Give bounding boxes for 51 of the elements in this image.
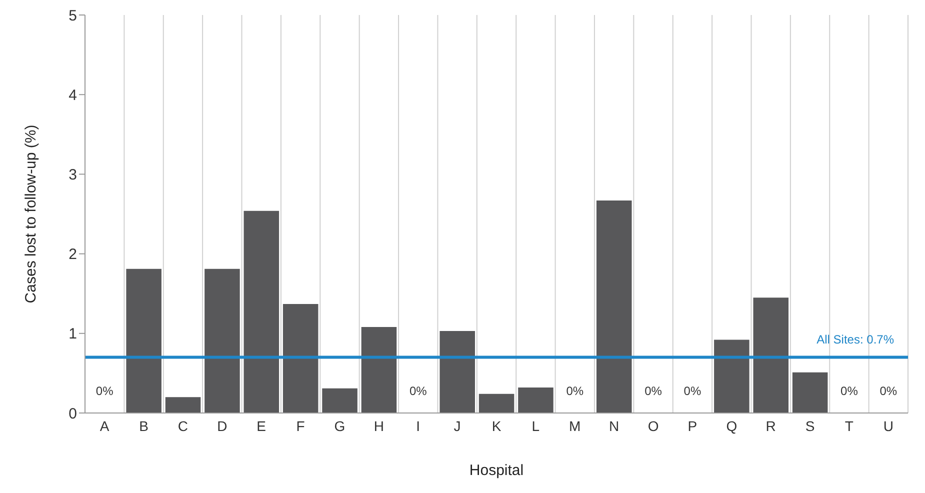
x-tick-label: D bbox=[217, 418, 228, 434]
bar bbox=[126, 268, 162, 413]
x-tick-label: L bbox=[532, 418, 540, 434]
data-label: 0% bbox=[96, 384, 114, 398]
x-tick-label: J bbox=[454, 418, 461, 434]
x-tick-label: I bbox=[416, 418, 420, 434]
x-axis-title: Hospital bbox=[469, 462, 524, 479]
bar bbox=[714, 340, 750, 413]
x-tick-label: N bbox=[609, 418, 620, 434]
x-tick-label: C bbox=[178, 418, 188, 434]
x-tick-label: O bbox=[648, 418, 659, 434]
x-tick-label: A bbox=[100, 418, 110, 434]
bar bbox=[478, 394, 514, 413]
bar bbox=[792, 372, 828, 413]
x-tick-label: G bbox=[334, 418, 346, 434]
y-tick-label: 4 bbox=[68, 86, 77, 104]
data-label: 0% bbox=[840, 384, 858, 398]
x-tick-label: M bbox=[569, 418, 581, 434]
x-tick-label: P bbox=[688, 418, 698, 434]
data-label: 0% bbox=[409, 384, 428, 398]
y-tick-label: 5 bbox=[68, 7, 77, 24]
bar bbox=[322, 388, 358, 413]
x-tick-label: H bbox=[374, 418, 384, 434]
bar bbox=[440, 331, 475, 413]
ref-line-label: All Sites: 0.7% bbox=[816, 332, 894, 346]
y-tick-label: 2 bbox=[68, 246, 77, 264]
data-label: 0% bbox=[644, 384, 662, 398]
y-tick-label: 3 bbox=[68, 166, 77, 184]
y-axis-title: Cases lost to follow-up (%) bbox=[22, 124, 40, 304]
y-tick-label: 0 bbox=[68, 405, 77, 422]
x-tick-label: E bbox=[256, 418, 266, 434]
bar bbox=[244, 210, 280, 413]
y-tick-label: 1 bbox=[68, 326, 77, 343]
x-tick-label: Q bbox=[726, 418, 738, 434]
data-label: 0% bbox=[684, 384, 702, 398]
x-tick-label: R bbox=[766, 418, 776, 434]
bar bbox=[518, 388, 554, 413]
data-label: 0% bbox=[880, 384, 898, 398]
x-tick-label: K bbox=[492, 418, 502, 434]
bar bbox=[753, 298, 789, 413]
data-label: 0% bbox=[566, 384, 584, 398]
bar bbox=[361, 327, 397, 413]
x-tick-label: S bbox=[805, 418, 815, 434]
bar bbox=[282, 304, 318, 413]
x-tick-label: B bbox=[139, 418, 148, 434]
x-tick-label: T bbox=[844, 418, 854, 434]
bar bbox=[596, 200, 632, 413]
x-tick-label: F bbox=[296, 418, 305, 434]
bar bbox=[204, 268, 240, 413]
x-tick-label: U bbox=[883, 418, 894, 434]
bar bbox=[165, 397, 201, 413]
